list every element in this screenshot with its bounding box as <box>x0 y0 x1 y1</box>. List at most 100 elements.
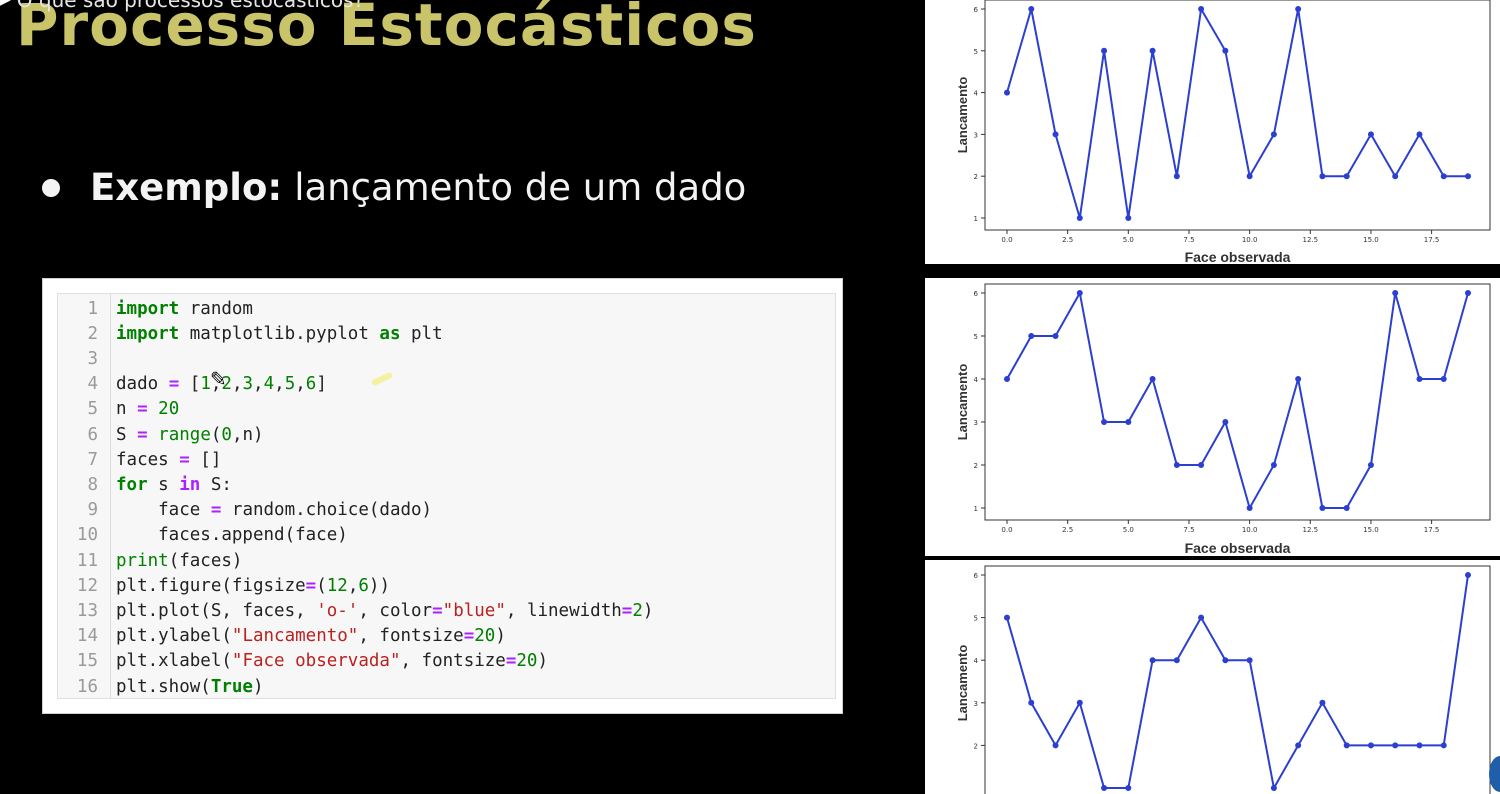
code-token: 3 <box>242 374 254 395</box>
code-token: ( <box>316 575 327 596</box>
plot-panel-3: 2 3 4 5 6 Lancamento <box>925 560 1500 794</box>
data-point <box>1198 462 1205 468</box>
data-point <box>1052 131 1059 138</box>
video-title-bar: ▶ O que são processos estocásticos? <box>0 0 364 12</box>
code-token: S <box>116 424 138 445</box>
bullet-example: Exemplo: lançamento de um dado <box>42 166 746 209</box>
data-point <box>1416 376 1423 382</box>
code-token: 6 <box>305 374 317 395</box>
y-axis-label: Lancamento <box>955 364 970 441</box>
code-line: 3 <box>58 346 116 371</box>
code-cell: 1 import random 2 import matplotlib.pyplot … <box>42 278 843 714</box>
code-token: = <box>463 626 475 647</box>
code-token: ( <box>210 424 222 445</box>
code-text: dado = [1,2,3,4,5,6] <box>108 374 327 394</box>
code-token: plt.plot(S, faces, <box>116 600 317 621</box>
code-line: 4 dado = [1,2,3,4,5,6] <box>58 372 327 397</box>
code-token: = <box>305 575 317 596</box>
data-point <box>1101 419 1108 425</box>
line-number: 4 <box>87 374 98 395</box>
x-tick-label: 7.5 <box>1183 526 1194 534</box>
data-point <box>1076 699 1083 706</box>
data-point <box>1173 657 1180 664</box>
x-tick-label: 12.5 <box>1302 526 1318 534</box>
code-text: plt.xlabel("Face observada", fontsize=20… <box>108 651 548 671</box>
data-point <box>1004 89 1010 96</box>
data-point <box>1173 173 1180 180</box>
plot-area <box>984 283 1491 521</box>
code-text: faces = [] <box>108 450 221 470</box>
play-icon[interactable]: ▶ <box>0 0 11 8</box>
line-chart-3: 2 3 4 5 6 Lancamento <box>955 565 1491 794</box>
data-point <box>1173 462 1180 468</box>
code-text: faces.append(face) <box>108 525 348 545</box>
data-point <box>1028 699 1035 706</box>
code-token: , <box>295 374 306 395</box>
code-token: import <box>116 298 180 319</box>
series-line <box>1006 290 1469 511</box>
y-tick-label: 6 <box>974 290 979 298</box>
code-token: for <box>116 474 148 495</box>
x-tick-label: 15.0 <box>1363 236 1379 244</box>
series-line <box>1006 574 1469 791</box>
code-token: 12 <box>326 575 348 596</box>
y-tick-label: 1 <box>974 505 978 513</box>
y-tick-label: 6 <box>974 6 979 14</box>
data-point <box>1465 173 1471 180</box>
data-point <box>1004 376 1010 382</box>
code-token: = <box>168 374 180 395</box>
data-point <box>1343 173 1350 180</box>
code-line: 10 faces.append(face) <box>58 523 348 548</box>
channel-logo-icon[interactable] <box>1489 756 1500 792</box>
data-point <box>1416 742 1423 749</box>
x-tick-label: 2.5 <box>1062 526 1073 534</box>
data-point <box>1392 173 1399 180</box>
code-token: plt.xlabel( <box>116 651 232 672</box>
y-tick-label: 4 <box>974 376 979 384</box>
data-point <box>1319 505 1326 511</box>
code-token: "Lancamento" <box>231 626 359 647</box>
y-tick-label: 3 <box>974 419 978 427</box>
code-editor[interactable]: 1 import random 2 import matplotlib.pyplot … <box>57 293 836 699</box>
data-point <box>1343 742 1350 749</box>
code-token: , color <box>358 600 433 621</box>
data-point <box>1125 215 1132 221</box>
data-point <box>1367 462 1374 468</box>
data-point <box>1440 376 1447 382</box>
code-token: = <box>137 424 148 445</box>
code-token <box>148 399 159 419</box>
y-tick-label: 6 <box>974 572 979 580</box>
data-point <box>1246 657 1253 664</box>
code-token: , fontsize <box>400 651 506 672</box>
data-point <box>1222 657 1229 664</box>
data-point <box>1052 742 1059 749</box>
code-token: = <box>432 600 443 621</box>
code-token: s <box>147 474 180 495</box>
line-number: 5 <box>87 399 98 420</box>
data-point <box>1125 785 1132 791</box>
data-point <box>1440 173 1447 180</box>
data-point <box>1465 290 1471 296</box>
line-chart-2: 1 2 3 4 5 6 0.0 2.5 5.0 7.5 10.0 12.5 15.0 17.5 Face o… <box>955 283 1491 556</box>
data-point <box>1270 785 1277 791</box>
code-token: faces <box>116 449 180 470</box>
data-point <box>1101 785 1108 791</box>
code-token: plt.figure(figsize <box>116 575 306 596</box>
data-point <box>1392 290 1399 296</box>
code-text: for s in S: <box>108 475 232 495</box>
code-token <box>148 425 159 445</box>
code-token: plt.ylabel( <box>116 626 232 647</box>
code-token: 4 <box>263 374 275 395</box>
x-tick-label: 7.5 <box>1183 236 1194 244</box>
x-axis-label: Face observada <box>1185 249 1291 264</box>
y-tick-label: 3 <box>974 131 978 139</box>
data-point <box>1004 614 1010 621</box>
gutter-separator <box>110 294 111 698</box>
x-tick-label: 10.0 <box>1242 236 1258 244</box>
data-point <box>1416 131 1423 138</box>
data-point <box>1149 47 1156 54</box>
y-tick-label: 5 <box>974 333 978 341</box>
x-tick-label: 15.0 <box>1363 526 1379 534</box>
code-token: ) <box>252 676 264 697</box>
line-number: 14 <box>76 626 98 647</box>
